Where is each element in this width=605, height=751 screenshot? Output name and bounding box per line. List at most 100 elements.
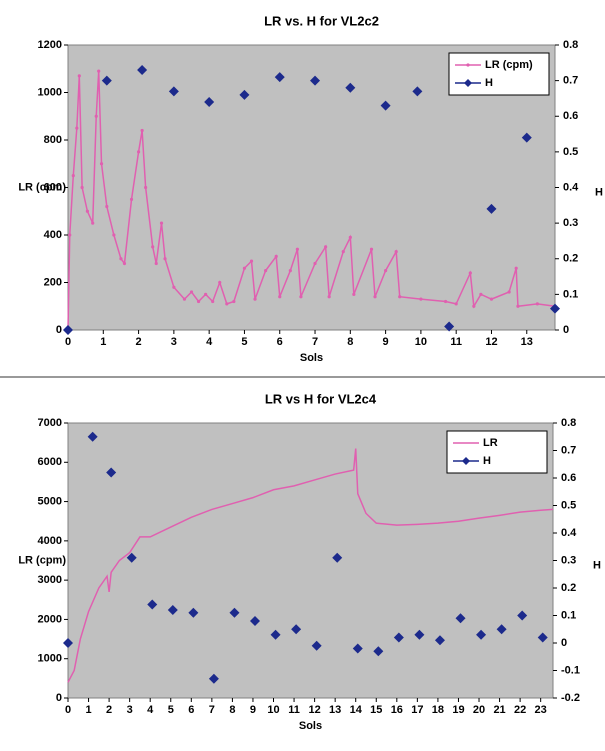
h-point bbox=[380, 100, 391, 111]
x-tick-label: 7 bbox=[312, 336, 318, 348]
lr-point bbox=[419, 297, 423, 301]
h-point bbox=[167, 605, 178, 615]
lr-point bbox=[444, 299, 448, 304]
legend-marker bbox=[466, 63, 470, 67]
y-tick-label: 2000 bbox=[38, 613, 62, 625]
y-tick-label: 200 bbox=[44, 276, 62, 288]
x-tick-label: 16 bbox=[391, 704, 403, 716]
lr-point bbox=[341, 250, 345, 254]
lr-point bbox=[394, 250, 398, 254]
legend-box bbox=[446, 430, 548, 474]
lr-point bbox=[348, 235, 352, 239]
h-point bbox=[208, 673, 219, 684]
x-tick-label: 20 bbox=[473, 704, 485, 716]
x-tick-label: 11 bbox=[450, 336, 462, 348]
lr-point bbox=[295, 247, 299, 251]
lr-point bbox=[232, 299, 236, 304]
y-tick-label: 600 bbox=[44, 181, 62, 193]
h-point bbox=[550, 303, 560, 314]
h-point bbox=[486, 203, 497, 214]
chart-title: LR vs H for VL2c4 bbox=[265, 391, 377, 406]
legend-marker bbox=[462, 457, 470, 465]
lr-point bbox=[218, 280, 222, 285]
x-tick-label: 12 bbox=[308, 704, 320, 716]
x-tick-label: 10 bbox=[415, 336, 427, 348]
y2-tick-label: 0 bbox=[563, 324, 569, 336]
lr-point bbox=[211, 299, 215, 304]
x-tick-label: 0 bbox=[65, 336, 71, 348]
x-tick-label: 3 bbox=[171, 336, 177, 348]
lr-point bbox=[91, 221, 95, 225]
h-point bbox=[412, 86, 423, 97]
h-point bbox=[537, 632, 548, 643]
lr-point bbox=[154, 261, 158, 266]
x-tick-label: 1 bbox=[85, 704, 91, 716]
x-tick-label: 3 bbox=[127, 704, 133, 716]
legend-label: H bbox=[483, 455, 491, 467]
y-axis-label: LR (cpm) bbox=[18, 181, 66, 193]
x-tick-label: 22 bbox=[514, 704, 526, 716]
y2-tick-label: 0.4 bbox=[561, 527, 577, 539]
y2-tick-label: 0.4 bbox=[563, 181, 579, 193]
lr-point bbox=[136, 150, 141, 154]
lr-point bbox=[68, 233, 72, 237]
y2-tick-label: 0.2 bbox=[563, 253, 578, 265]
h-point bbox=[345, 82, 356, 93]
h-point bbox=[352, 643, 363, 654]
y-tick-label: 400 bbox=[44, 229, 62, 241]
h-point bbox=[63, 638, 73, 648]
y-tick-label: 3000 bbox=[38, 574, 62, 586]
lr-point bbox=[288, 269, 292, 273]
x-tick-label: 15 bbox=[370, 704, 382, 716]
lr-line bbox=[67, 71, 556, 331]
lr-point bbox=[535, 302, 539, 306]
h-point bbox=[106, 467, 117, 478]
legend-label: LR bbox=[483, 437, 498, 449]
y2-tick-label: -0.1 bbox=[561, 664, 580, 676]
h-point bbox=[310, 75, 321, 86]
h-point bbox=[476, 629, 487, 640]
lr-point bbox=[479, 292, 483, 296]
lr-point bbox=[516, 304, 520, 308]
lr-point bbox=[327, 295, 331, 299]
lr-point bbox=[454, 302, 458, 306]
lr-point bbox=[489, 297, 494, 301]
x-tick-label: 19 bbox=[452, 704, 464, 716]
h-point bbox=[137, 64, 148, 75]
x-tick-label: 9 bbox=[383, 336, 389, 348]
lr-point bbox=[99, 162, 104, 166]
y-tick-label: 4000 bbox=[38, 535, 62, 547]
lr-point bbox=[172, 285, 176, 289]
lr-point bbox=[264, 269, 268, 273]
lr-point bbox=[105, 204, 109, 209]
legend-marker bbox=[464, 79, 472, 87]
h-point bbox=[239, 89, 250, 100]
x-tick-label: 1 bbox=[100, 336, 106, 348]
x-tick-label: 6 bbox=[277, 336, 283, 348]
x-tick-label: 14 bbox=[350, 704, 363, 716]
lr-point bbox=[129, 197, 134, 201]
x-tick-label: 10 bbox=[267, 704, 279, 716]
y2-tick-label: 0.1 bbox=[561, 609, 576, 621]
h-point bbox=[250, 616, 261, 626]
lr-point bbox=[514, 266, 518, 270]
y2-tick-label: 0.5 bbox=[563, 146, 578, 158]
x-tick-label: 17 bbox=[411, 704, 423, 716]
h-point bbox=[87, 431, 98, 442]
y2-tick-label: -0.2 bbox=[561, 692, 580, 704]
lr-point bbox=[159, 221, 164, 225]
y-tick-label: 1000 bbox=[38, 653, 62, 665]
h-point bbox=[521, 132, 532, 143]
lr-point bbox=[274, 254, 278, 258]
x-tick-label: 2 bbox=[136, 336, 142, 348]
y2-tick-label: 0.6 bbox=[561, 472, 576, 484]
h-point bbox=[126, 552, 137, 563]
x-tick-label: 4 bbox=[147, 704, 154, 716]
lr-point bbox=[507, 290, 511, 294]
x-tick-label: 8 bbox=[347, 336, 353, 348]
x-tick-label: 7 bbox=[209, 704, 215, 716]
lr-point bbox=[373, 295, 377, 299]
lr-point bbox=[472, 304, 476, 308]
lr-line bbox=[67, 448, 554, 683]
